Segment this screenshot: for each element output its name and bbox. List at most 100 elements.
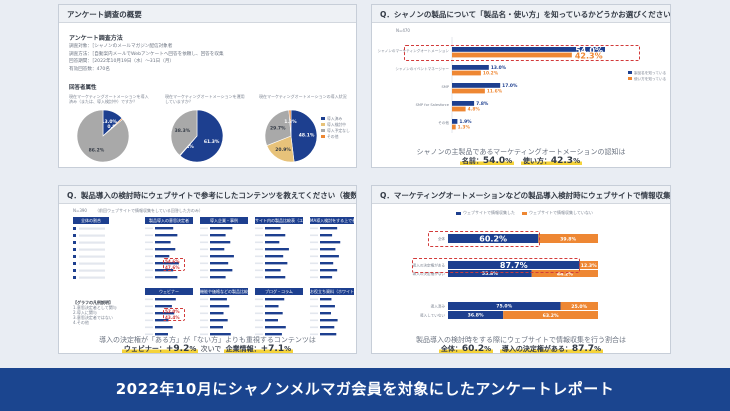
bar (452, 119, 458, 124)
row-placeholder (310, 326, 318, 329)
pie-slice-label: 20.9% (275, 147, 291, 153)
bar (210, 248, 225, 251)
legend-label: 導入予定なし (327, 128, 350, 133)
bar-value-label: 1.3% (458, 125, 471, 131)
mini-chart-title: お役立ち資料（ホワイトペーパー） (310, 288, 354, 295)
row-marker (73, 262, 76, 265)
row-placeholder (310, 298, 318, 301)
bar-segment (579, 261, 598, 269)
bar (210, 262, 229, 265)
row-placeholder (145, 248, 153, 251)
pie-slice-label: 48.1% (299, 133, 315, 139)
bar (320, 298, 332, 301)
row-placeholder (310, 262, 318, 265)
pie-caption: 現在マーケティングオートメーションの導入状況 (259, 94, 347, 99)
awareness-bar-chart: シャノンのマーケティングオートメーション 54.0%42.3% シャノンのイベントマ… (377, 37, 667, 133)
product-awareness-panel: Q．シャノンの製品について「製品名・使い方」を知っているかどうかお選びください（… (371, 4, 671, 168)
bar (210, 298, 227, 301)
legend-item: 3.意思決定者ではない (73, 315, 113, 320)
legend-label: その他 (327, 134, 339, 139)
highlight-box (428, 231, 540, 247)
mini-chart-title: 導入企業・事例 (200, 217, 248, 224)
bar (452, 101, 475, 106)
bar (155, 305, 172, 308)
bar (265, 298, 285, 301)
bar-segment (448, 311, 504, 319)
row-placeholder (255, 234, 263, 237)
bar (320, 234, 333, 237)
awareness-caption: シャノンの主製品であるマーケティングオートメーションの認知は (416, 148, 626, 156)
row-placeholder (310, 312, 318, 315)
mini-chart-title: サイト内の製品比較表（ユーザー同士の評価） (255, 217, 303, 224)
bar-segment (448, 270, 532, 277)
category-label: シャノンのマーケティングオートメーション (377, 48, 449, 53)
row-placeholder (310, 255, 318, 258)
bar (452, 65, 489, 70)
row-placeholder (310, 227, 318, 230)
pie-caption: 現在マーケティングオートメーションを運用していますか？ (165, 94, 245, 104)
bar (320, 248, 336, 251)
category-label: その他 (438, 120, 449, 125)
legend-label: 導入済み (327, 116, 342, 121)
row-placeholder (145, 276, 153, 279)
bar-segment (531, 270, 598, 277)
bar-value-label: 36.8% (468, 313, 484, 319)
row-placeholder (145, 333, 153, 336)
pie-slice (179, 109, 224, 163)
bar-value-label: 63.2% (543, 313, 559, 319)
bar-value-label: 4.8% (468, 107, 481, 113)
pie-slice (170, 109, 198, 156)
panel-title: Q．製品導入の検討時にウェブサイトで参考にしたコンテンツを教えてください（複数選… (59, 186, 356, 204)
bar-value-label: 1.9% (459, 119, 472, 125)
method-heading: アンケート調査方法 (69, 35, 123, 42)
row-placeholder (79, 255, 105, 258)
row-placeholder (200, 326, 208, 329)
survey-overview-body: アンケート調査方法 調査対象：［シャノンのメールマガジン配信対象者 調査方法：［… (59, 23, 356, 167)
row-placeholder (79, 269, 105, 272)
row-placeholder (310, 276, 318, 279)
bar (210, 276, 226, 279)
bar (155, 319, 169, 322)
row-placeholder (79, 248, 105, 251)
reference-content-panel: Q．製品導入の検討時にウェブサイトで参考にしたコンテンツを教えてください（複数選… (58, 185, 357, 354)
highlight-name: 名前：54.0% (459, 156, 515, 166)
footer-banner: 2022年10月にシャノンメルマガ会員を対象にしたアンケートレポート (0, 368, 730, 411)
attribute-pies: 13.0%0.8%86.2% 61.3% 0.4% 38.3% 48.1% 20.9%… (76, 109, 350, 163)
bar (210, 227, 233, 230)
bar-value-label: 12.3% (581, 263, 597, 269)
bar-segment (448, 234, 539, 243)
pie-chart-2: 61.3% 0.4% 38.3% (170, 109, 224, 163)
row-placeholder (310, 234, 318, 237)
mini-chart-title: ブログ・コラム (255, 288, 303, 295)
pie-slice-label: 13.0% (101, 119, 117, 125)
row-marker (73, 234, 76, 237)
bar (452, 52, 572, 58)
bar-value-label: 39.8% (560, 236, 576, 242)
legend-explanation: 【グラフの凡例説明】 1.意思決定者として関与 2.導入に関与 3.意思決定者で… (73, 300, 117, 325)
row-placeholder (145, 255, 153, 258)
bar (210, 305, 230, 308)
row-placeholder (145, 312, 153, 315)
row-placeholder (79, 276, 105, 279)
bar (452, 70, 481, 76)
research-caption: 製品導入の検討時をする際にウェブサイトで情報収集を行う割合は (416, 336, 626, 344)
row-placeholder (200, 305, 208, 308)
row-placeholder (255, 227, 263, 230)
website-research-panel: Q．マーケティングオートメーションなどの製品導入検討時にウェブサイトで情報収集を… (371, 185, 671, 354)
bar (320, 319, 338, 322)
bar-value-label: 60.2% (479, 234, 507, 243)
row-marker (73, 227, 76, 230)
row-placeholder (145, 241, 153, 244)
highlight-decision-maker: 導入の決定権がある：87.7% (499, 344, 604, 354)
highlight-value: 54.6% (165, 259, 180, 264)
pie-slice-label: 61.3% (204, 139, 220, 145)
bar (155, 255, 170, 258)
bar-value-label: 17.0% (502, 83, 518, 89)
bar (320, 333, 337, 336)
row-placeholder (145, 269, 153, 272)
legend-item: 1.意思決定者として関与 (73, 305, 117, 310)
highlight-usage: 使い方：42.3% (520, 156, 583, 166)
bar-value-label: 13.0% (491, 65, 507, 71)
row-placeholder (79, 262, 105, 265)
row-placeholder (200, 255, 208, 258)
